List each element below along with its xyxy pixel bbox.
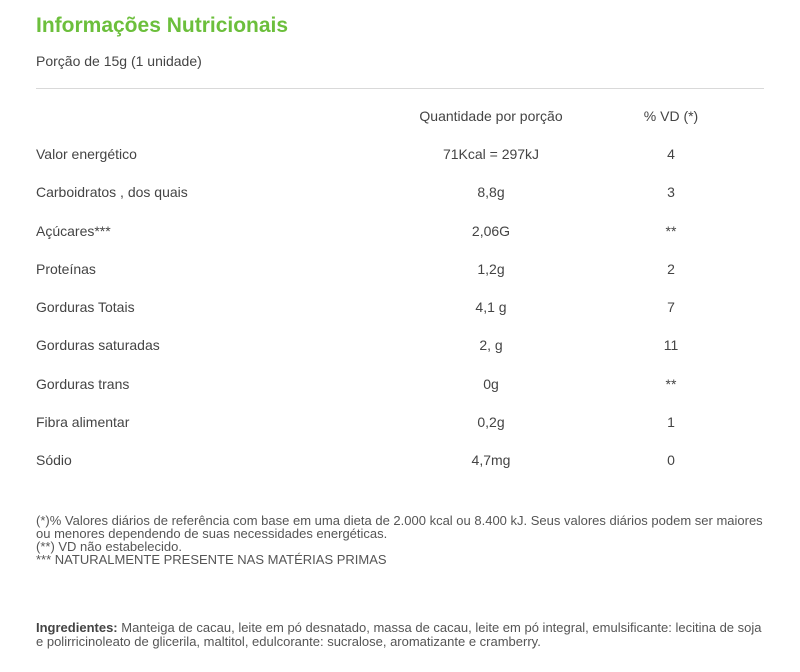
table-header: Quantidade por porção % VD (*) — [36, 108, 764, 128]
nutrient-vd: ** — [665, 375, 677, 392]
nutrient-quantity: 8,8g — [477, 184, 505, 201]
nutrient-quantity: 4,1 g — [475, 299, 507, 316]
header-quantity: Quantidade por porção — [419, 108, 563, 124]
table-row: Fibra alimentar 0,2g 1 — [36, 414, 764, 452]
ingredients-text: Manteiga de cacau, leite em pó desnatado… — [36, 620, 762, 649]
portion-size: Porção de 15g (1 unidade) — [36, 53, 202, 69]
nutrient-name: Gorduras trans — [36, 375, 130, 392]
nutrient-name: Sódio — [36, 452, 72, 469]
nutrient-vd: 0 — [667, 452, 675, 469]
nutrient-quantity: 1,2g — [477, 260, 505, 277]
nutrient-name: Proteínas — [36, 260, 96, 277]
table-row: Gorduras trans 0g ** — [36, 376, 764, 414]
ingredients-label: Ingredientes: — [36, 620, 118, 635]
nutrient-quantity: 2, g — [479, 337, 503, 354]
footnote-naturally-present: *** NATURALMENTE PRESENTE NAS MATÉRIAS P… — [36, 552, 387, 567]
nutrient-vd: ** — [665, 222, 677, 239]
nutrient-vd: 11 — [663, 337, 679, 354]
nutrient-name: Valor energético — [36, 146, 137, 162]
nutrient-name: Carboidratos , dos quais — [36, 184, 188, 201]
table-row: Proteínas 1,2g 2 — [36, 261, 764, 299]
nutrient-vd: 7 — [667, 299, 675, 316]
table-row: Valor energético 71Kcal = 297kJ 4 — [36, 146, 764, 184]
ingredients: Ingredientes: Manteiga de cacau, leite e… — [36, 621, 764, 649]
table-row: Carboidratos , dos quais 8,8g 3 — [36, 184, 764, 222]
table-row: Açúcares*** 2,06G ** — [36, 223, 764, 261]
nutrient-quantity: 2,06G — [471, 222, 511, 239]
nutrient-quantity: 0g — [483, 375, 499, 392]
table-row: Gorduras saturadas 2, g 11 — [36, 337, 764, 375]
divider — [36, 88, 764, 89]
header-vd: % VD (*) — [643, 108, 699, 124]
page-title: Informações Nutricionais — [36, 14, 289, 37]
nutrient-vd: 1 — [667, 414, 675, 431]
table-row: Gorduras Totais 4,1 g 7 — [36, 299, 764, 337]
nutrition-table: Valor energético 71Kcal = 297kJ 4 Carboi… — [36, 146, 764, 491]
table-row: Sódio 4,7mg 0 — [36, 452, 764, 490]
nutrient-vd: 3 — [667, 184, 675, 201]
nutrient-name: Fibra alimentar — [36, 414, 130, 431]
nutrient-name: Gorduras Totais — [36, 299, 135, 316]
nutrient-quantity: 4,7mg — [471, 452, 511, 469]
nutrient-vd: 2 — [667, 260, 675, 277]
nutrient-quantity: 0,2g — [477, 414, 505, 431]
nutrient-name: Açúcares*** — [36, 222, 111, 239]
nutrient-quantity: 71Kcal = 297kJ — [442, 146, 540, 162]
nutrient-name: Gorduras saturadas — [36, 337, 160, 354]
nutrient-vd: 4 — [667, 146, 675, 162]
footnote-not-established: (**) VD não estabelecido. — [36, 539, 182, 554]
footnote-daily-values: (*)% Valores diários de referência com b… — [36, 513, 763, 541]
footnotes: (*)% Valores diários de referência com b… — [36, 514, 764, 566]
